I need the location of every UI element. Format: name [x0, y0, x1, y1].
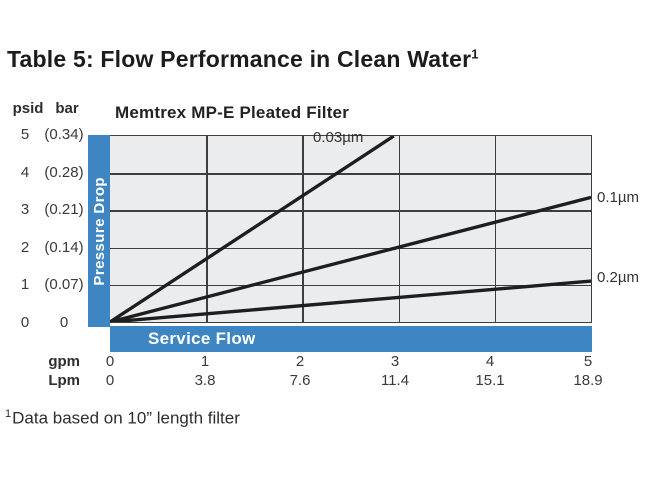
gridline-horizontal — [110, 173, 591, 175]
ytick-psid: 2 — [20, 239, 30, 256]
ytick-bar: (0.21) — [44, 201, 84, 218]
ytick-psid: 1 — [20, 276, 30, 293]
y-axis-unit-bar: bar — [55, 100, 79, 117]
gridline-vertical — [398, 136, 400, 322]
page-title: Table 5: Flow Performance in Clean Water… — [7, 46, 479, 73]
footnote: 1Data based on 10” length filter — [5, 408, 240, 429]
ytick-psid: 3 — [20, 201, 30, 218]
ytick-psid: 5 — [20, 126, 30, 143]
gridline-vertical — [494, 136, 497, 322]
xtick-lpm: 18.9 — [573, 372, 603, 389]
ytick-bar: 0 — [59, 314, 69, 331]
xtick-lpm: 3.8 — [194, 372, 216, 389]
ytick-bar: (0.14) — [44, 239, 84, 256]
series-label-0.2um: 0.2µm — [597, 269, 639, 286]
series-label-0.03um: 0.03µm — [313, 129, 364, 146]
ytick-psid: 4 — [20, 164, 30, 181]
gridline-horizontal — [110, 210, 591, 212]
xtick-lpm: 11.4 — [380, 372, 410, 389]
chart-title: Memtrex MP-E Pleated Filter — [115, 103, 350, 122]
xtick-lpm: 0 — [105, 372, 115, 389]
x-axis-unit-lpm: Lpm — [48, 372, 80, 389]
footnote-text: Data based on 10” length filter — [12, 408, 240, 428]
xtick-lpm: 7.6 — [289, 372, 311, 389]
gridline-horizontal — [110, 284, 591, 287]
xtick-gpm: 5 — [583, 353, 593, 370]
page-title-text: Table 5: Flow Performance in Clean Water — [7, 46, 472, 72]
x-axis-unit-gpm: gpm — [48, 353, 80, 370]
gridline-vertical — [206, 136, 208, 322]
title-footnote-marker: 1 — [471, 46, 479, 62]
ytick-bar: (0.07) — [44, 276, 84, 293]
xtick-gpm: 1 — [200, 353, 210, 370]
x-axis-label: Service Flow — [148, 329, 256, 348]
ytick-psid: 0 — [20, 314, 30, 331]
ytick-bar: (0.34) — [44, 126, 84, 143]
y-axis-unit-psid: psid — [12, 100, 44, 117]
x-axis-label-bar: Service Flow — [110, 326, 592, 352]
y-axis-label-bar: Pressure Drop — [88, 135, 110, 327]
plot-area — [110, 135, 592, 323]
xtick-gpm: 4 — [485, 353, 495, 370]
gridline-vertical — [302, 136, 304, 322]
footnote-marker: 1 — [5, 408, 12, 420]
series-label-0.1um: 0.1µm — [597, 189, 639, 206]
gridline-horizontal — [110, 247, 591, 249]
ytick-bar: (0.28) — [44, 164, 84, 181]
chart-data-lines — [110, 136, 591, 322]
xtick-gpm: 2 — [295, 353, 305, 370]
xtick-lpm: 15.1 — [475, 372, 505, 389]
xtick-gpm: 0 — [105, 353, 115, 370]
xtick-gpm: 3 — [390, 353, 400, 370]
y-axis-label: Pressure Drop — [90, 176, 108, 286]
